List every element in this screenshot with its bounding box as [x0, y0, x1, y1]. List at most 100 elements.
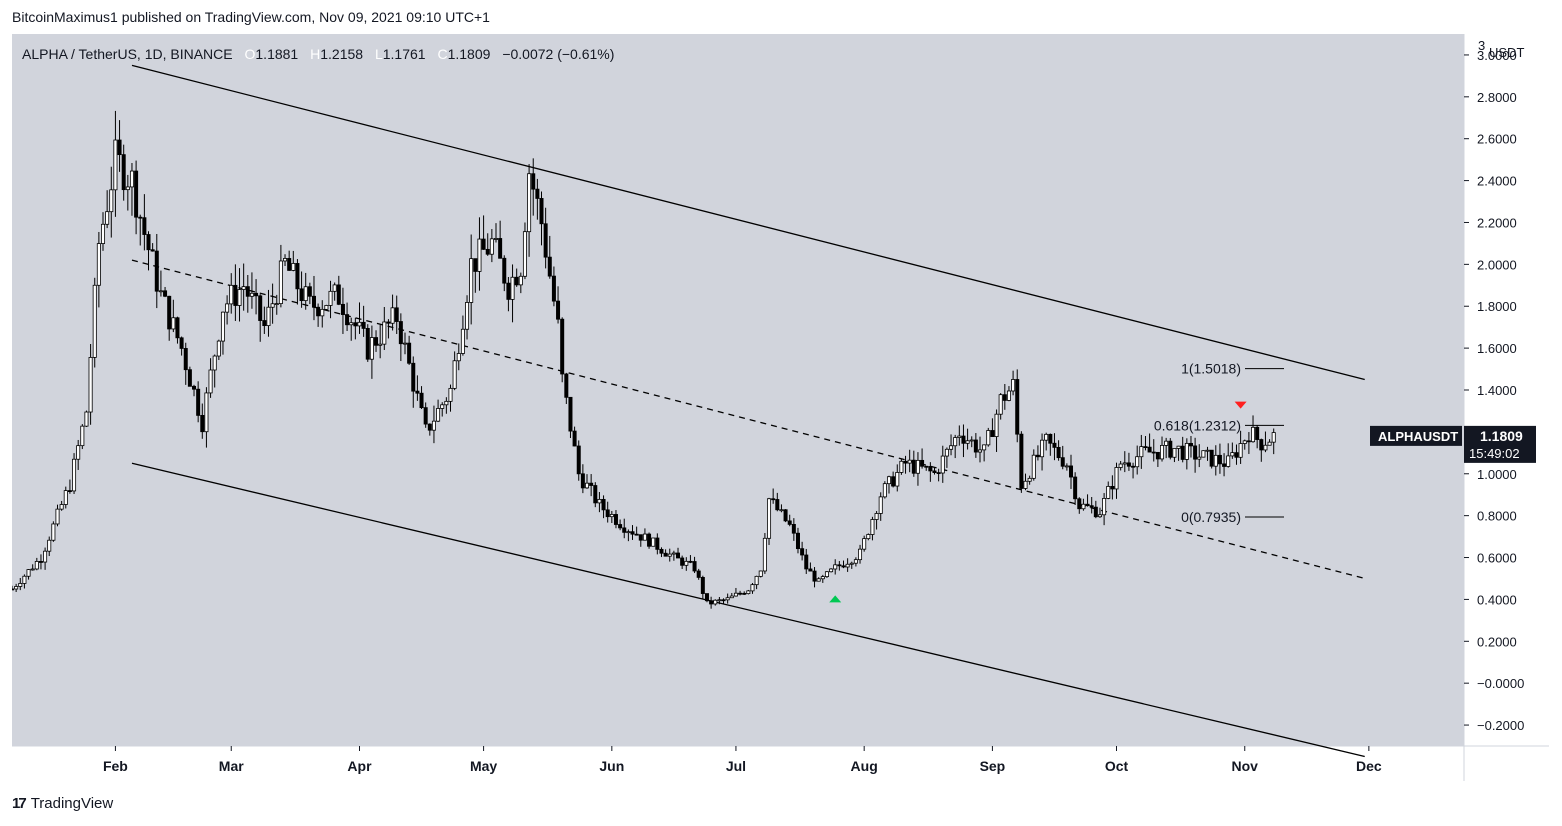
candle-body-208 — [870, 519, 875, 535]
open-value: 1.1881 — [255, 46, 298, 62]
candle-body-300 — [1251, 426, 1256, 443]
candle-body-250 — [1044, 433, 1049, 441]
price-tick-label-13: 0.4000 — [1477, 592, 1517, 607]
candle-body-160 — [671, 552, 676, 555]
candle-body-25 — [113, 139, 118, 191]
candle-body-15 — [72, 458, 77, 492]
price-tag: ALPHAUSDT 1.1809 15:49:02 — [1370, 425, 1536, 463]
candle-body-180 — [754, 575, 759, 586]
candle-body-146 — [613, 514, 618, 525]
candle-body-239 — [998, 394, 1003, 415]
candle-body-147 — [618, 524, 623, 529]
candle-body-116 — [489, 238, 494, 255]
candle-body-246 — [1027, 477, 1032, 482]
buy-marker-0 — [829, 595, 842, 603]
candle-body-229 — [957, 435, 962, 438]
candle-body-87 — [369, 337, 374, 360]
candle-body-89 — [378, 343, 383, 346]
candle-body-262 — [1093, 506, 1098, 518]
price-tick-label-7: 1.6000 — [1477, 341, 1517, 356]
candle-body-22 — [101, 223, 106, 244]
candle-body-280 — [1168, 440, 1173, 458]
price-tick-label-3: 2.4000 — [1477, 174, 1517, 189]
candle-body-247 — [1031, 454, 1036, 479]
channel-upper-line — [131, 64, 1365, 381]
candle-body-0 — [12, 588, 15, 591]
candle-body-115 — [485, 248, 490, 255]
candle-body-287 — [1197, 456, 1202, 460]
candle-body-152 — [638, 534, 643, 541]
candle-body-169 — [709, 600, 714, 605]
candle-body-81 — [345, 314, 350, 326]
time-tick-label-4: Jun — [599, 758, 624, 774]
price-tick-label-14: 0.2000 — [1477, 634, 1517, 649]
price-tick-label-12: 0.6000 — [1477, 551, 1517, 566]
candle-body-97 — [411, 362, 416, 392]
candle-body-129 — [543, 223, 548, 258]
candle-body-132 — [556, 300, 561, 320]
candle-body-230 — [961, 435, 966, 444]
candle-body-294 — [1226, 455, 1231, 467]
candle-body-186 — [779, 509, 784, 512]
candle-body-304 — [1267, 441, 1272, 446]
candle-body-228 — [953, 437, 958, 447]
candle-body-218 — [911, 459, 916, 474]
time-axis[interactable] — [12, 746, 1549, 781]
candle-body-75 — [320, 308, 325, 317]
channel-lower-line — [131, 462, 1365, 758]
candle-body-142 — [597, 498, 602, 504]
candle-body-37 — [163, 290, 168, 297]
publisher-header: BitcoinMaximus1 published on TradingView… — [12, 9, 490, 25]
candle-body-109 — [460, 328, 465, 354]
candle-body-193 — [808, 568, 813, 572]
candle-body-86 — [365, 328, 370, 360]
candle-body-241 — [1006, 390, 1011, 401]
candle-body-73 — [311, 295, 316, 308]
candle-body-245 — [1023, 480, 1028, 489]
candle-body-106 — [448, 387, 453, 402]
candle-body-206 — [862, 538, 867, 550]
candle-body-235 — [982, 444, 987, 451]
candle-body-24 — [109, 189, 114, 213]
candle-body-166 — [696, 570, 701, 578]
price-tick-label-6: 1.8000 — [1477, 299, 1517, 314]
candle-body-77 — [328, 290, 333, 306]
candle-body-251 — [1048, 433, 1053, 444]
candle-body-18 — [84, 411, 89, 427]
candle-body-100 — [423, 407, 428, 425]
candle-body-189 — [791, 523, 796, 534]
candle-body-179 — [750, 584, 755, 592]
candle-body-38 — [167, 295, 172, 330]
time-axis-ticks: Feb Mar Apr May Jun Jul Aug Sep Oct Nov Dec — [103, 746, 1382, 774]
close-value: 1.1809 — [448, 46, 491, 62]
candle-body-197 — [824, 571, 829, 578]
candle-body-34 — [150, 249, 155, 252]
candle-body-13 — [63, 490, 68, 505]
candle-body-131 — [551, 275, 556, 302]
candle-body-242 — [1011, 379, 1016, 392]
price-chart[interactable]: ALPHA / TetherUS, 1D, BINANCE O1.1881 H1… — [12, 34, 1549, 781]
candle-body-99 — [419, 392, 424, 409]
price-tick-label-10: 1.0000 — [1477, 467, 1517, 482]
candle-body-51 — [220, 311, 225, 342]
candle-body-43 — [187, 369, 192, 387]
plot-area[interactable] — [12, 34, 1464, 746]
candle-body-171 — [717, 599, 722, 602]
candle-body-155 — [651, 537, 656, 547]
candle-body-292 — [1217, 454, 1222, 465]
candle-body-98 — [415, 390, 420, 394]
candle-body-137 — [576, 445, 581, 475]
candle-body-269 — [1122, 462, 1127, 465]
candle-body-149 — [626, 531, 631, 534]
candle-body-260 — [1085, 503, 1090, 507]
candle-body-224 — [936, 472, 941, 475]
candle-body-270 — [1126, 462, 1131, 467]
price-axis[interactable] — [1464, 34, 1549, 746]
candle-body-64 — [274, 303, 279, 306]
candle-body-65 — [278, 260, 283, 305]
candle-body-187 — [783, 509, 788, 522]
candle-body-48 — [208, 369, 213, 394]
candle-body-60 — [258, 295, 263, 321]
high-value: 1.2158 — [320, 46, 363, 62]
channel-lines — [131, 64, 1365, 758]
